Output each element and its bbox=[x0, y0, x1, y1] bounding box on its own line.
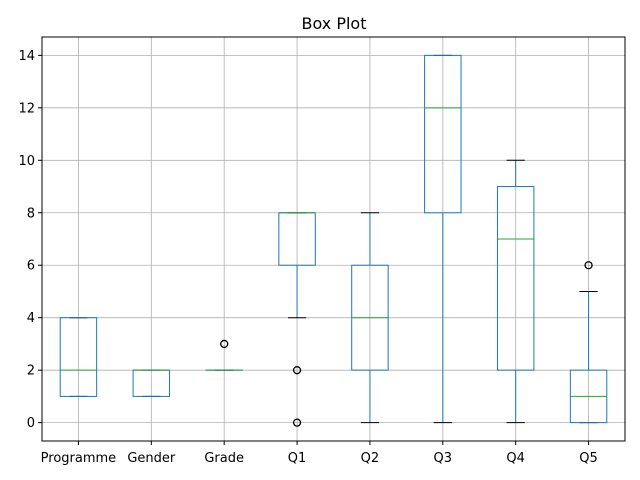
box-q1 bbox=[278, 212, 316, 427]
plot-frame bbox=[41, 36, 626, 442]
x-axis: Programme Gender Grade Q1 Q2 Q3 Q4 Q5 bbox=[41, 441, 598, 466]
box-q5 bbox=[569, 261, 608, 424]
x-tick-label: Q4 bbox=[506, 451, 525, 466]
box-grade bbox=[205, 339, 243, 371]
y-tick-label: 10 bbox=[18, 154, 35, 169]
y-tick-label: 12 bbox=[18, 101, 35, 116]
box-q4 bbox=[496, 159, 535, 424]
boxes bbox=[59, 54, 608, 427]
y-tick-label: 4 bbox=[27, 311, 35, 326]
x-tick-label: Q2 bbox=[361, 451, 380, 466]
box-programme bbox=[59, 317, 98, 397]
chart-title: Box Plot bbox=[302, 14, 367, 33]
box-gender bbox=[132, 369, 171, 397]
y-tick-label: 14 bbox=[18, 49, 35, 64]
y-tick-label: 6 bbox=[27, 259, 35, 274]
outlier-point bbox=[584, 261, 593, 270]
x-tick-label: Q5 bbox=[579, 451, 598, 466]
grid-lines bbox=[42, 37, 625, 441]
outlier-point bbox=[292, 418, 302, 427]
box-iqr bbox=[496, 186, 535, 371]
y-tick-label: 8 bbox=[27, 206, 35, 221]
y-tick-label: 2 bbox=[27, 364, 35, 379]
y-tick-label: 0 bbox=[27, 416, 35, 431]
box-q3 bbox=[424, 54, 462, 424]
box-iqr bbox=[424, 54, 462, 214]
box-q2 bbox=[351, 212, 389, 424]
outlier-point bbox=[220, 339, 229, 349]
x-tick-label: Grade bbox=[204, 451, 244, 466]
y-axis: 0 2 4 6 8 10 12 14 bbox=[18, 49, 42, 431]
outlier-point bbox=[292, 366, 302, 375]
box-iqr bbox=[59, 317, 98, 397]
x-tick-label: Gender bbox=[127, 451, 176, 466]
x-tick-label: Programme bbox=[41, 451, 117, 466]
x-tick-label: Q3 bbox=[434, 451, 453, 466]
x-tick-label: Q1 bbox=[288, 451, 307, 466]
